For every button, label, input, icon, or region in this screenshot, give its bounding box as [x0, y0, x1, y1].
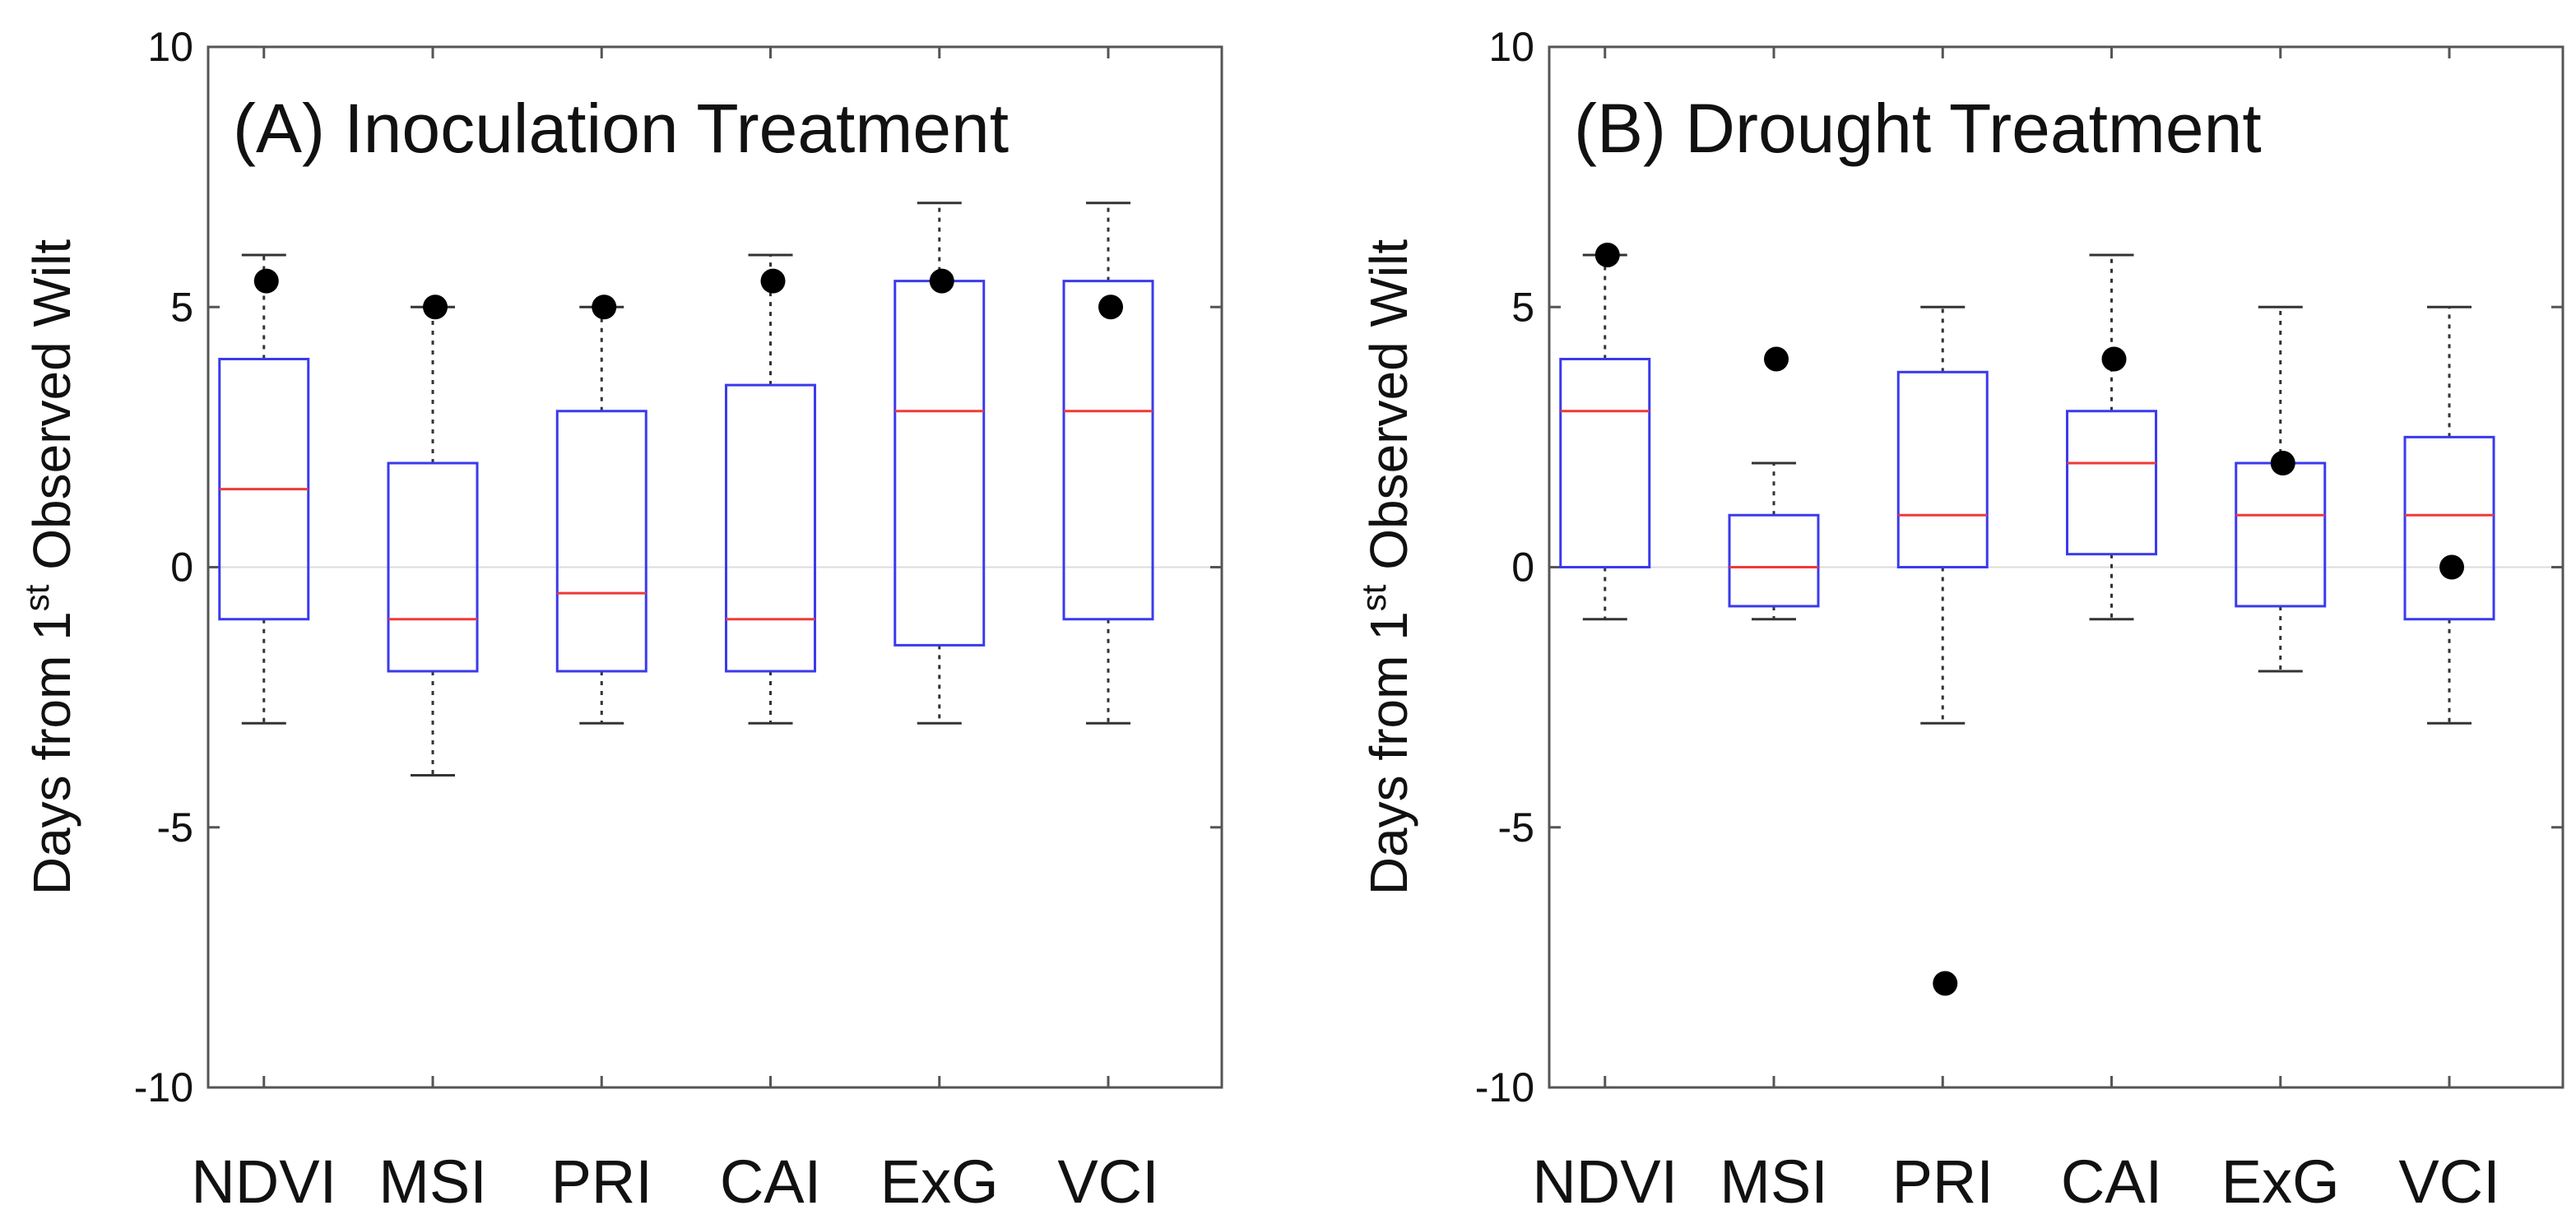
ylabel-superscript: st: [17, 584, 56, 611]
panel-b-box-ndvi: [1559, 243, 1651, 621]
point-marker: [1098, 294, 1124, 320]
iqr-box: [387, 461, 479, 673]
panel-a-ytick-label: -10: [134, 1064, 193, 1110]
panel-a-category-label-vci: VCI: [1057, 1148, 1158, 1216]
panel-b-category-label-exg: ExG: [2221, 1148, 2340, 1216]
iqr-box: [2403, 435, 2495, 621]
panel-b-box-exg: [2235, 305, 2327, 673]
panel-a-box-vci: [1062, 202, 1154, 725]
iqr-box: [1559, 358, 1651, 568]
iqr-box: [1062, 280, 1154, 621]
panel-a-ytick-label: 5: [170, 284, 193, 330]
iqr-box: [893, 280, 986, 647]
panel-a-ytick-label: 0: [170, 545, 193, 591]
panel-b-box-cai: [2066, 253, 2158, 621]
iqr-box: [2235, 461, 2327, 608]
panel-b-category-label-cai: CAI: [2061, 1148, 2162, 1216]
ylabel-part-after: Observed Wilt: [1359, 239, 1418, 585]
panel-b-category-label-msi: MSI: [1720, 1148, 1828, 1216]
panel-b-title: (B) Drought Treatment: [1574, 90, 2262, 167]
panel-a-category-label-pri: PRI: [551, 1148, 652, 1216]
panel-a-y-axis-label: Days from 1st Observed Wilt: [17, 239, 81, 896]
panel-b-drought: -10 -5 0 5 10 NDVI MSI PRI CAI ExG VCI (B) Drought …: [1354, 24, 2564, 1216]
point-marker: [423, 294, 448, 320]
ylabel-superscript: st: [1354, 584, 1393, 611]
iqr-box: [1896, 370, 1989, 568]
panel-a-box-pri: [555, 294, 647, 725]
panel-b-category-label-pri: PRI: [1892, 1148, 1993, 1216]
panel-a-category-label-exg: ExG: [880, 1148, 999, 1216]
panel-a-box-msi: [387, 294, 479, 777]
panel-a-inoculation: -10 -5 0 5 10 NDVI MSI PRI CAI ExG VCI (A) Inoculat…: [17, 24, 1223, 1216]
iqr-box: [1728, 513, 1820, 608]
point-marker: [2270, 451, 2295, 475]
iqr-box: [555, 410, 647, 673]
panel-a-category-label-msi: MSI: [378, 1148, 487, 1216]
panel-b-ytick-label: 0: [1511, 545, 1534, 591]
point-marker: [253, 268, 279, 294]
panel-b-category-label-ndvi: NDVI: [1532, 1148, 1678, 1216]
panel-a-box-cai: [725, 253, 817, 725]
point-marker: [1933, 971, 1958, 996]
panel-a-ytick-label: -5: [157, 804, 193, 851]
panel-b-ytick-label: -10: [1475, 1064, 1534, 1110]
panel-b-box-pri: [1896, 305, 1989, 996]
ylabel-part-before: Days from 1: [22, 611, 81, 895]
panel-a-box-ndvi: [218, 253, 310, 725]
point-marker: [592, 294, 617, 320]
panel-a-box-exg: [893, 202, 986, 725]
point-marker: [760, 268, 786, 294]
point-marker: [2101, 346, 2127, 372]
point-marker: [2439, 554, 2465, 580]
iqr-box: [725, 383, 817, 673]
panel-b-y-axis-label: Days from 1st Observed Wilt: [1354, 239, 1418, 896]
ylabel-part-after: Observed Wilt: [22, 239, 81, 585]
panel-a-category-label-cai: CAI: [720, 1148, 821, 1216]
point-marker: [929, 268, 954, 294]
ylabel-part-before: Days from 1: [1359, 611, 1418, 895]
panel-a-ytick-label: 10: [147, 24, 193, 70]
panel-b-category-label-vci: VCI: [2398, 1148, 2499, 1216]
panel-b-ytick-label: 10: [1488, 24, 1534, 70]
panel-b-ytick-label: 5: [1511, 284, 1534, 330]
panel-a-title: (A) Inoculation Treatment: [233, 90, 1009, 167]
iqr-box: [2066, 410, 2158, 556]
panel-b-ytick-label: -5: [1498, 804, 1534, 851]
point-marker: [1764, 346, 1789, 372]
panel-a-category-label-ndvi: NDVI: [191, 1148, 337, 1216]
panel-b-box-msi: [1728, 346, 1820, 621]
panel-b-box-vci: [2403, 305, 2495, 725]
point-marker: [1594, 243, 1620, 267]
